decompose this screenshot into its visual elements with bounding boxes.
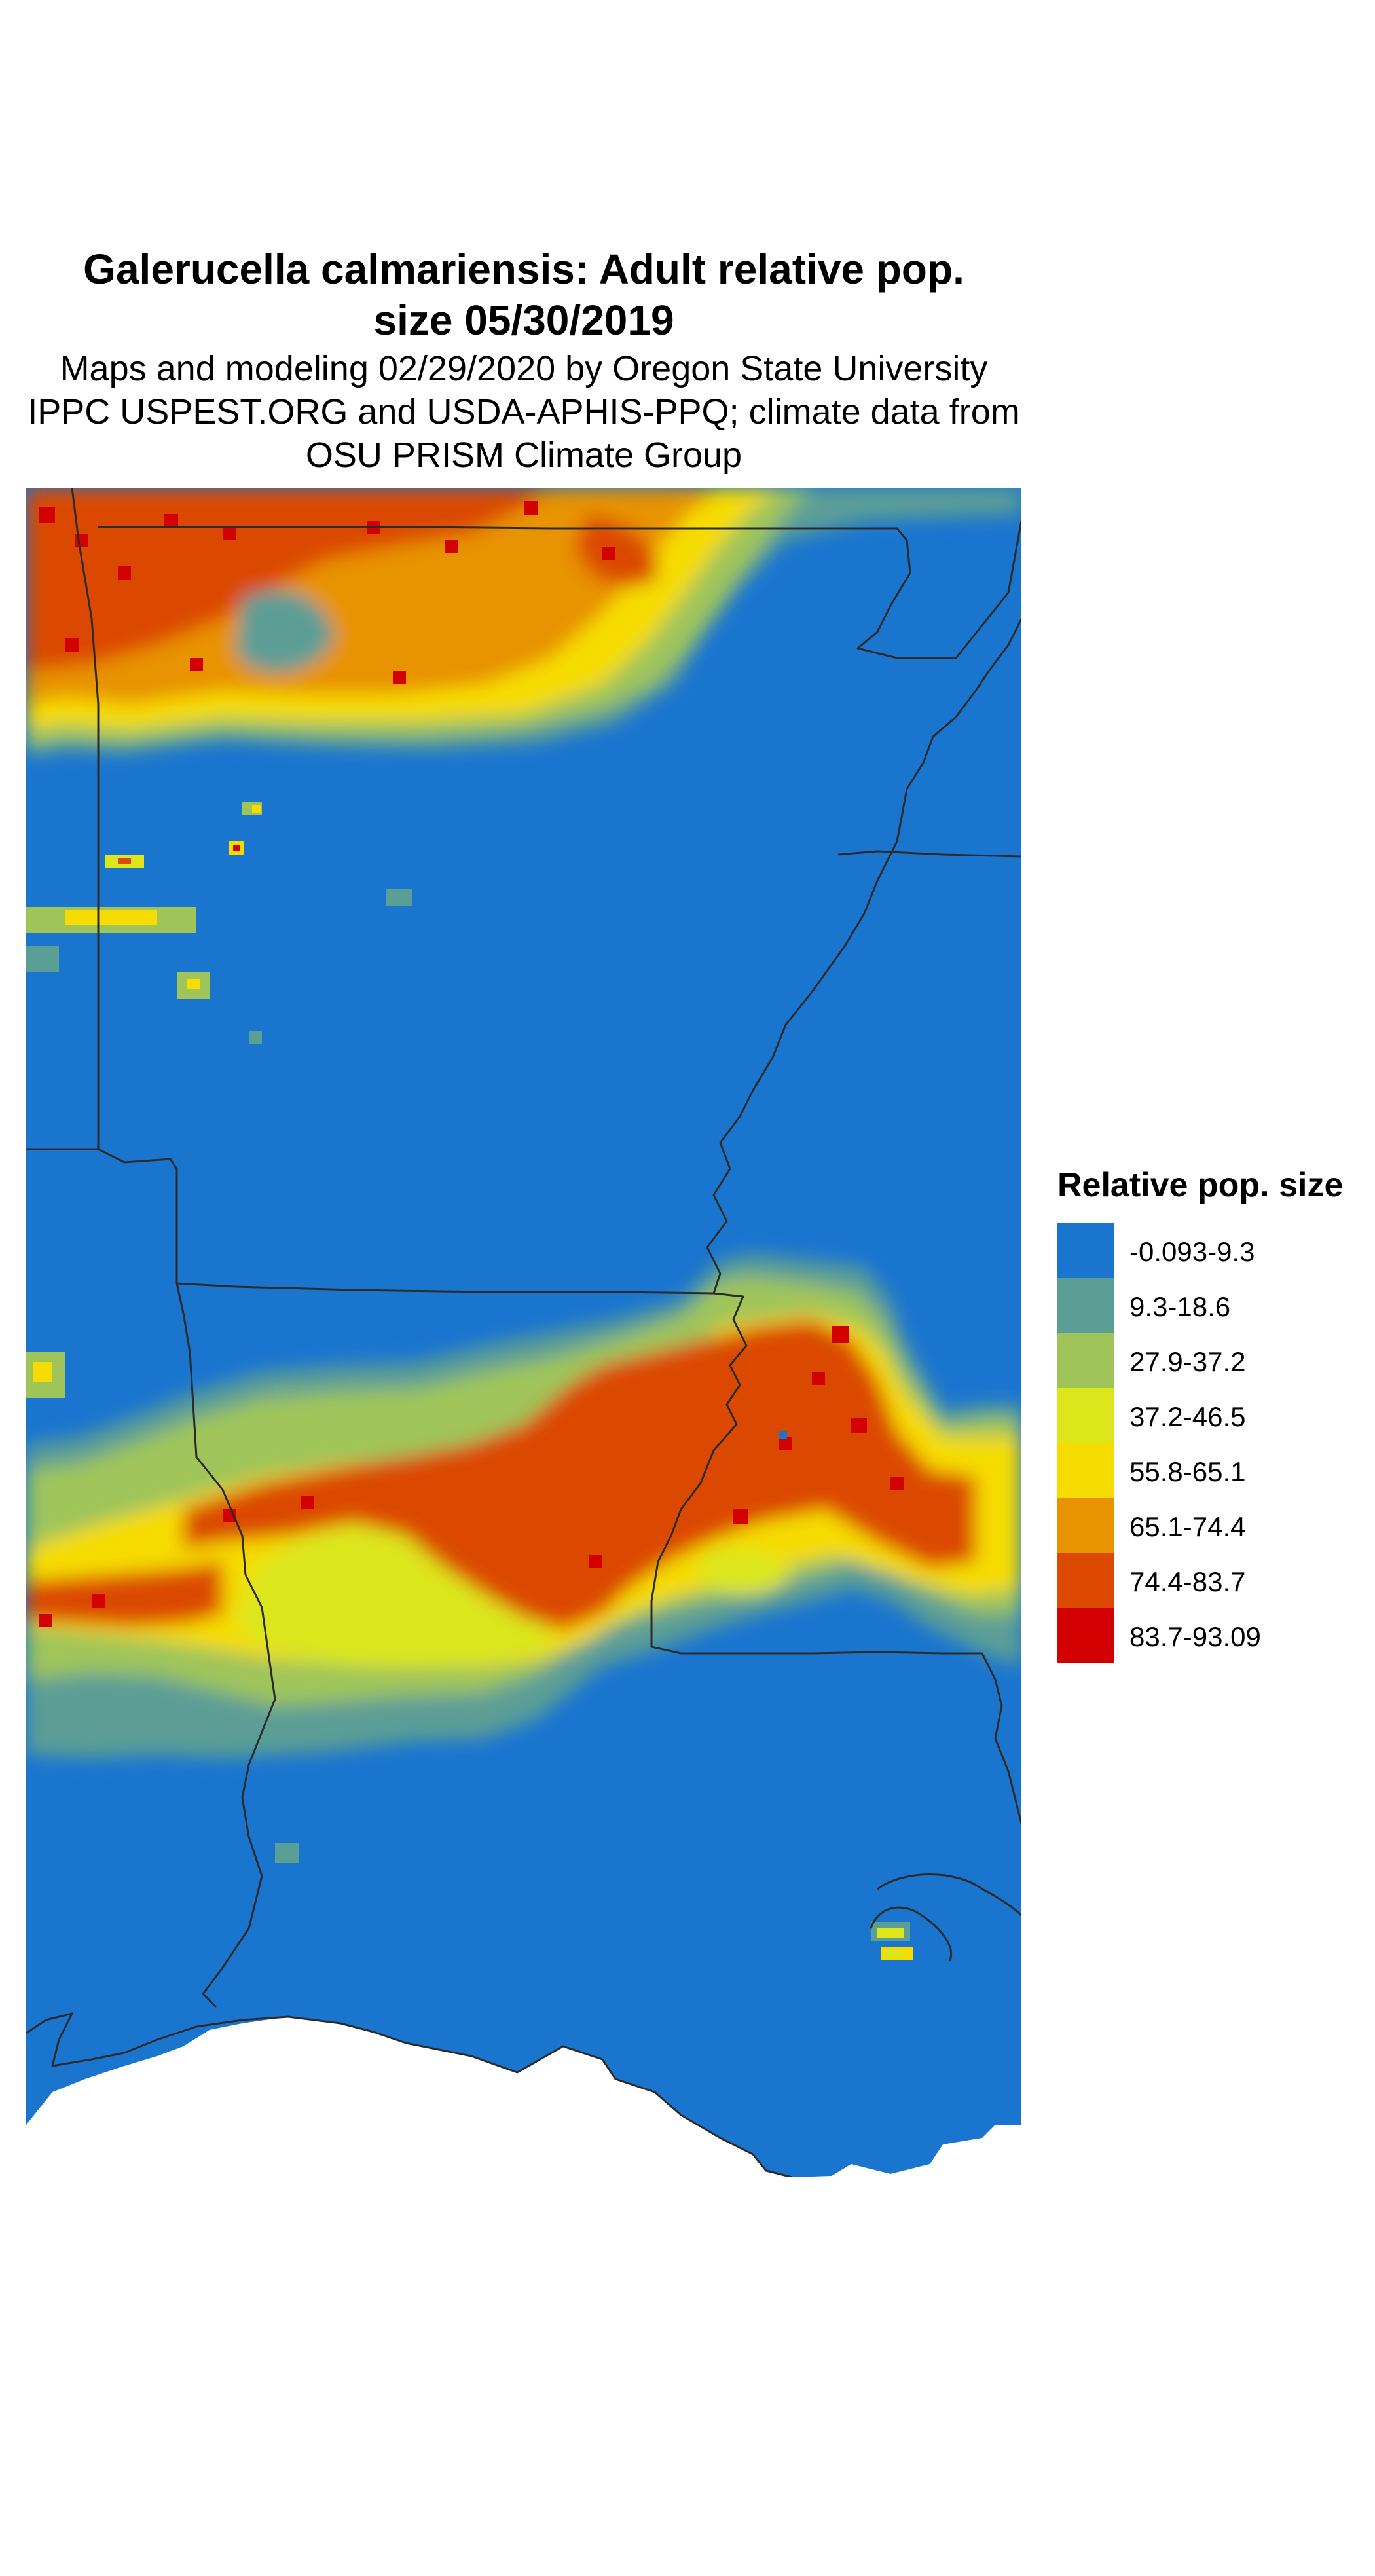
legend-label: -0.093-9.3 [1129, 1236, 1255, 1267]
legend-label: 65.1-74.4 [1129, 1511, 1246, 1542]
south-hot-spots [39, 1326, 904, 1627]
subtitle-line-2: IPPC USPEST.ORG and USDA-APHIS-PPQ; clim… [28, 392, 1020, 432]
population-map [26, 488, 1021, 2177]
map-title: Galerucella calmariensis: Adult relative… [0, 244, 1048, 346]
legend-swatch [1057, 1278, 1114, 1333]
legend-swatch [1057, 1553, 1114, 1608]
legend-label: 74.4-83.7 [1129, 1566, 1246, 1597]
subtitle-line-1: Maps and modeling 02/29/2020 by Oregon S… [60, 349, 988, 388]
title-line-2: size 05/30/2019 [373, 297, 674, 344]
legend-label: 55.8-65.1 [1129, 1456, 1246, 1487]
north-population-band [26, 488, 1021, 756]
south-population-band [26, 1254, 1021, 1758]
title-line-1: Galerucella calmariensis: Adult relative… [83, 246, 964, 293]
legend-swatch [1057, 1223, 1114, 1278]
legend-label: 37.2-46.5 [1129, 1401, 1246, 1432]
map-subtitle: Maps and modeling 02/29/2020 by Oregon S… [0, 347, 1048, 477]
legend-swatch [1057, 1608, 1114, 1663]
legend-swatch [1057, 1443, 1114, 1498]
legend-label: 83.7-93.09 [1129, 1621, 1261, 1652]
legend-title: Relative pop. size [1057, 1166, 1344, 1204]
map-raster [26, 488, 1021, 2177]
legend-label: 27.9-37.2 [1129, 1346, 1246, 1377]
legend-swatch [1057, 1333, 1114, 1388]
subtitle-line-3: OSU PRISM Climate Group [305, 435, 742, 475]
legend-swatch [1057, 1388, 1114, 1443]
legend-label: 9.3-18.6 [1129, 1291, 1231, 1322]
state-boundaries [26, 488, 1021, 2177]
legend-swatch [1057, 1498, 1114, 1553]
